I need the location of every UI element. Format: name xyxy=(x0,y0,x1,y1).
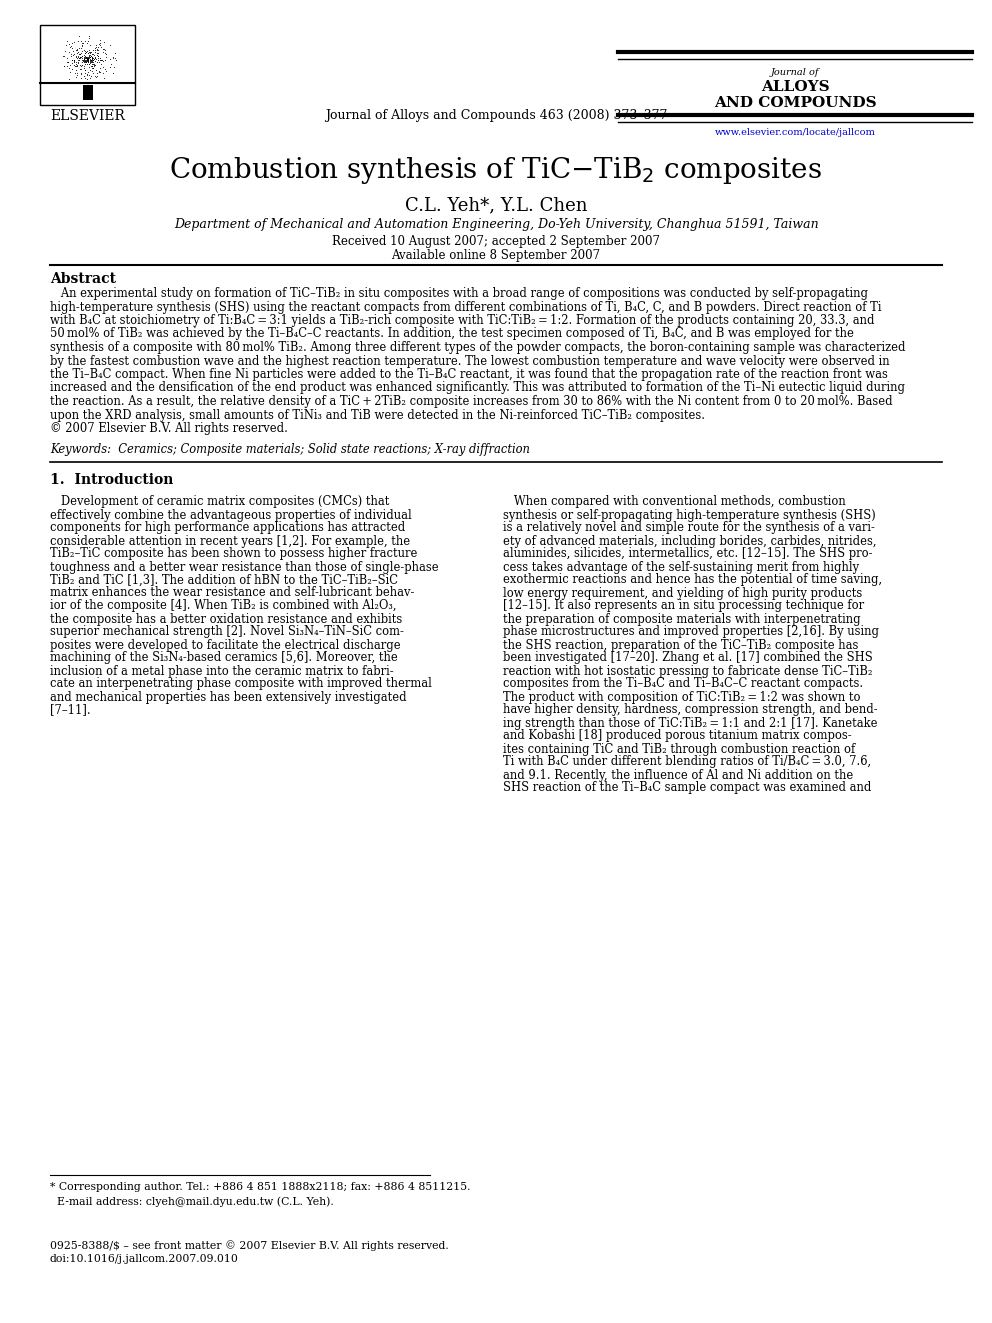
Text: machining of the Si₃N₄-based ceramics [5,6]. Moreover, the: machining of the Si₃N₄-based ceramics [5… xyxy=(50,651,398,664)
Text: and mechanical properties has been extensively investigated: and mechanical properties has been exten… xyxy=(50,691,407,704)
Text: aluminides, silicides, intermetallics, etc. [12–15]. The SHS pro-: aluminides, silicides, intermetallics, e… xyxy=(503,548,873,561)
Text: composites from the Ti–B₄C and Ti–B₄C–C reactant compacts.: composites from the Ti–B₄C and Ti–B₄C–C … xyxy=(503,677,863,691)
Text: TiB₂–TiC composite has been shown to possess higher fracture: TiB₂–TiC composite has been shown to pos… xyxy=(50,548,418,561)
Text: Abstract: Abstract xyxy=(50,273,116,286)
Text: considerable attention in recent years [1,2]. For example, the: considerable attention in recent years [… xyxy=(50,534,410,548)
Text: 1.  Introduction: 1. Introduction xyxy=(50,474,174,487)
Text: phase microstructures and improved properties [2,16]. By using: phase microstructures and improved prope… xyxy=(503,626,879,639)
Text: Development of ceramic matrix composites (CMCs) that: Development of ceramic matrix composites… xyxy=(50,496,390,508)
Text: and 9.1. Recently, the influence of Al and Ni addition on the: and 9.1. Recently, the influence of Al a… xyxy=(503,769,853,782)
Text: the Ti–B₄C compact. When fine Ni particles were added to the Ti–B₄C reactant, it: the Ti–B₄C compact. When fine Ni particl… xyxy=(50,368,888,381)
Text: reaction with hot isostatic pressing to fabricate dense TiC–TiB₂: reaction with hot isostatic pressing to … xyxy=(503,664,873,677)
Text: An experimental study on formation of TiC–TiB₂ in situ composites with a broad r: An experimental study on formation of Ti… xyxy=(50,287,868,300)
Text: increased and the densification of the end product was enhanced significantly. T: increased and the densification of the e… xyxy=(50,381,905,394)
Text: superior mechanical strength [2]. Novel Si₃N₄–TiN–SiC com-: superior mechanical strength [2]. Novel … xyxy=(50,626,404,639)
Text: toughness and a better wear resistance than those of single-phase: toughness and a better wear resistance t… xyxy=(50,561,438,573)
Text: ALLOYS: ALLOYS xyxy=(761,79,829,94)
Text: low energy requirement, and yielding of high purity products: low energy requirement, and yielding of … xyxy=(503,586,862,599)
Text: [7–11].: [7–11]. xyxy=(50,704,90,717)
Text: © 2007 Elsevier B.V. All rights reserved.: © 2007 Elsevier B.V. All rights reserved… xyxy=(50,422,288,435)
Text: synthesis of a composite with 80 mol% TiB₂. Among three different types of the p: synthesis of a composite with 80 mol% Ti… xyxy=(50,341,906,355)
Text: Journal of: Journal of xyxy=(771,67,819,77)
Text: been investigated [17–20]. Zhang et al. [17] combined the SHS: been investigated [17–20]. Zhang et al. … xyxy=(503,651,873,664)
Text: * Corresponding author. Tel.: +886 4 851 1888x2118; fax: +886 4 8511215.: * Corresponding author. Tel.: +886 4 851… xyxy=(50,1181,470,1192)
Text: Received 10 August 2007; accepted 2 September 2007: Received 10 August 2007; accepted 2 Sept… xyxy=(332,235,660,247)
Text: by the fastest combustion wave and the highest reaction temperature. The lowest : by the fastest combustion wave and the h… xyxy=(50,355,890,368)
Text: Keywords:  Ceramics; Composite materials; Solid state reactions; X-ray diffracti: Keywords: Ceramics; Composite materials;… xyxy=(50,443,530,456)
Text: Combustion synthesis of TiC$-$TiB$_2$ composites: Combustion synthesis of TiC$-$TiB$_2$ co… xyxy=(170,155,822,187)
Text: the preparation of composite materials with interpenetrating: the preparation of composite materials w… xyxy=(503,613,861,626)
Text: 50 mol% of TiB₂ was achieved by the Ti–B₄C–C reactants. In addition, the test sp: 50 mol% of TiB₂ was achieved by the Ti–B… xyxy=(50,328,854,340)
Text: with B₄C at stoichiometry of Ti:B₄C = 3:1 yields a TiB₂-rich composite with TiC:: with B₄C at stoichiometry of Ti:B₄C = 3:… xyxy=(50,314,875,327)
Text: exothermic reactions and hence has the potential of time saving,: exothermic reactions and hence has the p… xyxy=(503,573,882,586)
Text: cess takes advantage of the self-sustaining merit from highly: cess takes advantage of the self-sustain… xyxy=(503,561,859,573)
Text: The product with composition of TiC:TiB₂ = 1:2 was shown to: The product with composition of TiC:TiB₂… xyxy=(503,691,860,704)
Text: TiB₂ and TiC [1,3]. The addition of hBN to the TiC–TiB₂–SiC: TiB₂ and TiC [1,3]. The addition of hBN … xyxy=(50,573,398,586)
Text: effectively combine the advantageous properties of individual: effectively combine the advantageous pro… xyxy=(50,508,412,521)
Text: high-temperature synthesis (SHS) using the reactant compacts from different comb: high-temperature synthesis (SHS) using t… xyxy=(50,300,882,314)
Text: the composite has a better oxidation resistance and exhibits: the composite has a better oxidation res… xyxy=(50,613,402,626)
Text: ites containing TiC and TiB₂ through combustion reaction of: ites containing TiC and TiB₂ through com… xyxy=(503,742,855,755)
Text: Available online 8 September 2007: Available online 8 September 2007 xyxy=(392,249,600,262)
Text: have higher density, hardness, compression strength, and bend-: have higher density, hardness, compressi… xyxy=(503,704,878,717)
Text: posites were developed to facilitate the electrical discharge: posites were developed to facilitate the… xyxy=(50,639,401,651)
Text: upon the XRD analysis, small amounts of TiNi₃ and TiB were detected in the Ni-re: upon the XRD analysis, small amounts of … xyxy=(50,409,705,422)
Text: ing strength than those of TiC:TiB₂ = 1:1 and 2:1 [17]. Kanetake: ing strength than those of TiC:TiB₂ = 1:… xyxy=(503,717,878,729)
Text: [12–15]. It also represents an in situ processing technique for: [12–15]. It also represents an in situ p… xyxy=(503,599,864,613)
Text: cate an interpenetrating phase composite with improved thermal: cate an interpenetrating phase composite… xyxy=(50,677,432,691)
Text: AND COMPOUNDS: AND COMPOUNDS xyxy=(713,97,876,110)
Bar xyxy=(40,25,135,105)
Text: synthesis or self-propagating high-temperature synthesis (SHS): synthesis or self-propagating high-tempe… xyxy=(503,508,876,521)
Text: the SHS reaction, preparation of the TiC–TiB₂ composite has: the SHS reaction, preparation of the TiC… xyxy=(503,639,858,651)
Text: When compared with conventional methods, combustion: When compared with conventional methods,… xyxy=(503,496,846,508)
Text: inclusion of a metal phase into the ceramic matrix to fabri-: inclusion of a metal phase into the cera… xyxy=(50,664,394,677)
Text: E-mail address: clyeh@mail.dyu.edu.tw (C.L. Yeh).: E-mail address: clyeh@mail.dyu.edu.tw (C… xyxy=(50,1196,333,1207)
Text: Journal of Alloys and Compounds 463 (2008) 373–377: Journal of Alloys and Compounds 463 (200… xyxy=(324,108,668,122)
Text: Department of Mechanical and Automation Engineering, Do-Yeh University, Changhua: Department of Mechanical and Automation … xyxy=(174,218,818,232)
Text: 0925-8388/$ – see front matter © 2007 Elsevier B.V. All rights reserved.: 0925-8388/$ – see front matter © 2007 El… xyxy=(50,1240,448,1250)
Text: SHS reaction of the Ti–B₄C sample compact was examined and: SHS reaction of the Ti–B₄C sample compac… xyxy=(503,782,871,795)
Text: ior of the composite [4]. When TiB₂ is combined with Al₂O₃,: ior of the composite [4]. When TiB₂ is c… xyxy=(50,599,397,613)
Text: doi:10.1016/j.jallcom.2007.09.010: doi:10.1016/j.jallcom.2007.09.010 xyxy=(50,1254,239,1263)
Text: www.elsevier.com/locate/jallcom: www.elsevier.com/locate/jallcom xyxy=(714,128,875,138)
Text: and Kobashi [18] produced porous titanium matrix compos-: and Kobashi [18] produced porous titaniu… xyxy=(503,729,851,742)
Text: is a relatively novel and simple route for the synthesis of a vari-: is a relatively novel and simple route f… xyxy=(503,521,875,534)
Text: ety of advanced materials, including borides, carbides, nitrides,: ety of advanced materials, including bor… xyxy=(503,534,877,548)
Bar xyxy=(82,85,92,101)
Text: ELSEVIER: ELSEVIER xyxy=(50,108,125,123)
Text: components for high performance applications has attracted: components for high performance applicat… xyxy=(50,521,406,534)
Text: matrix enhances the wear resistance and self-lubricant behav-: matrix enhances the wear resistance and … xyxy=(50,586,415,599)
Text: Ti with B₄C under different blending ratios of Ti/B₄C = 3.0, 7.6,: Ti with B₄C under different blending rat… xyxy=(503,755,871,769)
Text: the reaction. As a result, the relative density of a TiC + 2TiB₂ composite incre: the reaction. As a result, the relative … xyxy=(50,396,893,407)
Text: C.L. Yeh*, Y.L. Chen: C.L. Yeh*, Y.L. Chen xyxy=(405,196,587,214)
